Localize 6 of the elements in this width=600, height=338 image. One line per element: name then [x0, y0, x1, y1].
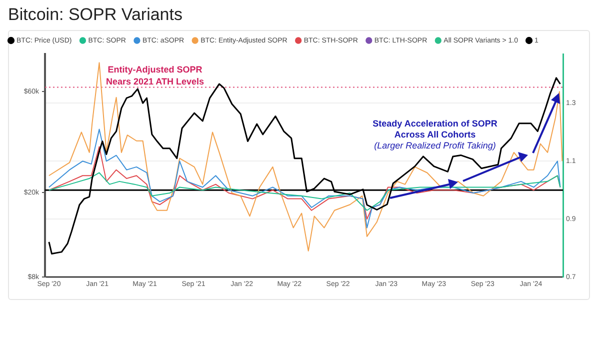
- annotation: Steady Acceleration of SOPR: [372, 118, 498, 128]
- annotation: Entity-Adjusted SOPR: [108, 64, 203, 74]
- chart-title: Bitcoin: SOPR Variants: [8, 5, 182, 25]
- annotation: Nears 2021 ATH Levels: [106, 76, 204, 86]
- annotation: (Larger Realized Profit Taking): [374, 140, 496, 150]
- annotation: Across All Cohorts: [394, 129, 476, 140]
